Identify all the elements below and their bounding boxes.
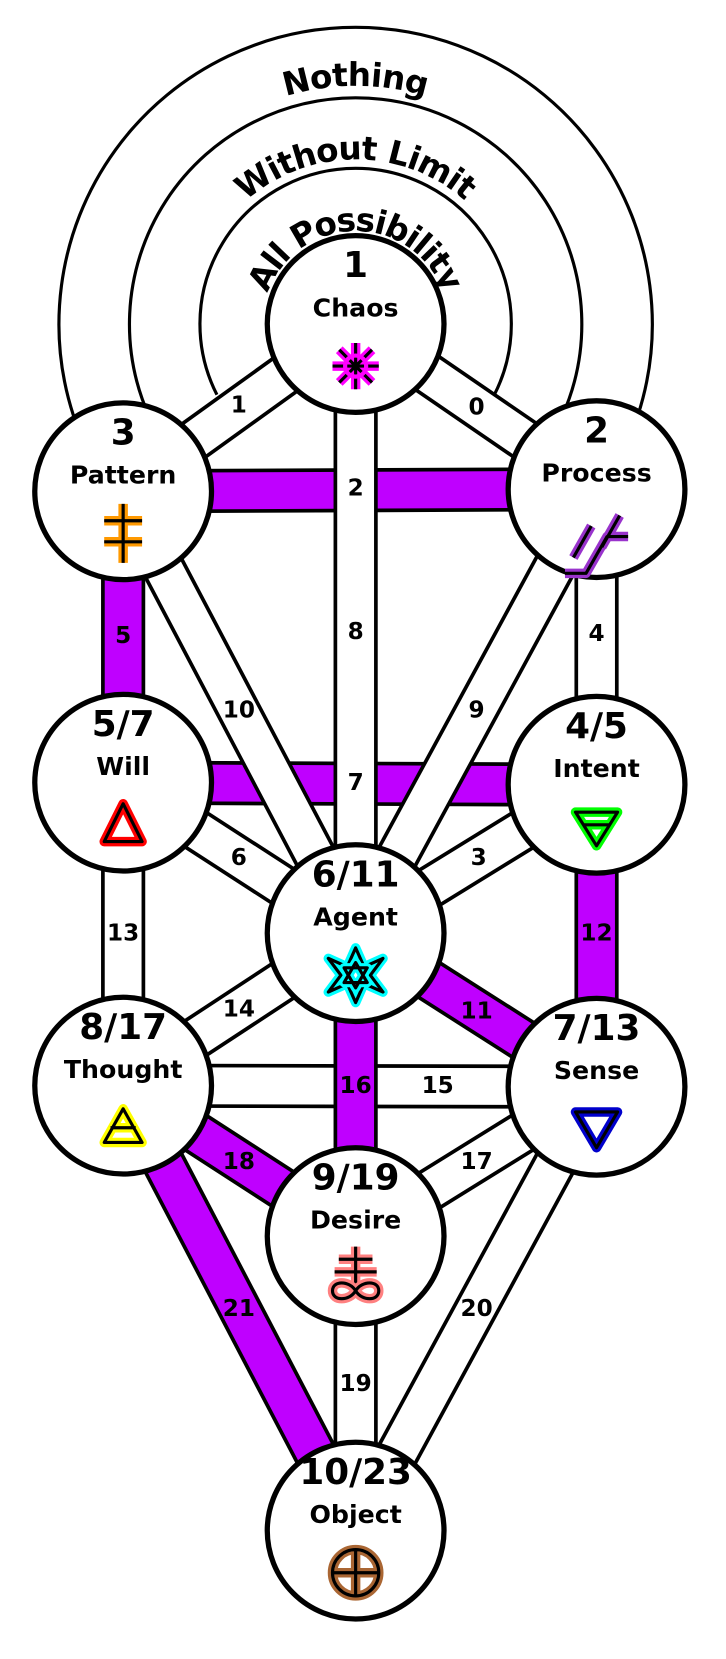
path-label: 18 (223, 1149, 255, 1175)
node-icon (570, 807, 623, 851)
path-label: 16 (340, 1073, 372, 1099)
node-number: 4/5 (565, 706, 628, 747)
path-label: 19 (340, 1371, 372, 1397)
path-label: 2 (348, 476, 364, 502)
icon-part (330, 1281, 381, 1301)
path-label: 15 (422, 1073, 454, 1099)
path-label: 3 (471, 845, 487, 871)
icon-part (342, 960, 369, 990)
icon-part (573, 810, 620, 848)
node-name: Pattern (70, 461, 177, 490)
node-circle (264, 842, 447, 1025)
node-number: 10/23 (299, 1452, 412, 1493)
node-icon (99, 1104, 147, 1148)
node-icon (327, 1246, 384, 1304)
node-name: Will (96, 752, 150, 781)
node: 3 Pattern (32, 400, 215, 583)
node: 6/11 Agent (264, 842, 447, 1025)
node-icon (332, 342, 379, 390)
node-number: 1 (343, 245, 368, 286)
path-label: 7 (348, 770, 364, 796)
node-icon (327, 1544, 384, 1601)
node-circle (32, 400, 215, 583)
node-icon (323, 943, 388, 1008)
node-name: Process (541, 458, 651, 487)
ring-arc (57, 25, 654, 417)
node-circle (264, 1439, 447, 1622)
node-circle (32, 691, 215, 874)
ring-arc (127, 96, 584, 417)
node-name: Thought (64, 1055, 183, 1084)
node-name: Intent (553, 754, 640, 783)
node-number: 9/19 (312, 1157, 400, 1198)
path-label: 5 (115, 623, 131, 649)
path-label: 14 (223, 996, 255, 1022)
icon-part (334, 1246, 377, 1284)
node-number: 2 (584, 410, 609, 451)
ring-arc (198, 166, 513, 396)
node-icon (99, 798, 147, 847)
node: 1 Chaos (264, 233, 447, 416)
path-label: 8 (348, 619, 364, 645)
node-circle (264, 1145, 447, 1328)
node-icon (104, 503, 143, 563)
icon-part (102, 1107, 144, 1145)
node: 2 Process (505, 398, 688, 581)
node-name: Agent (313, 902, 398, 931)
node: 8/17 Thought (32, 994, 215, 1177)
node-number: 5/7 (92, 704, 155, 745)
icon-part (332, 342, 379, 390)
node: 7/13 Sense (505, 995, 688, 1178)
node-circle (505, 995, 688, 1178)
nodes: 1 Chaos 2 Process 3 Pattern 5/7 Will 4/5 Intent 6/… (32, 233, 688, 1622)
node-icon (570, 1107, 623, 1153)
path-label: 21 (223, 1296, 255, 1322)
icon-part (564, 514, 629, 575)
node-icon (564, 513, 629, 579)
node-circle (32, 994, 215, 1177)
node-circle (505, 398, 688, 581)
icon-part (102, 802, 144, 844)
node-number: 7/13 (553, 1008, 641, 1049)
icon-part (104, 503, 143, 563)
icon-part (573, 1110, 620, 1150)
path-label: 10 (223, 698, 255, 724)
path-label: 20 (461, 1296, 493, 1322)
node-number: 8/17 (79, 1007, 167, 1048)
icon-part (330, 1548, 381, 1598)
node: 9/19 Desire (264, 1145, 447, 1328)
node: 10/23 Object (264, 1439, 447, 1622)
path-label: 4 (588, 621, 604, 647)
node: 5/7 Will (32, 691, 215, 874)
path-label: 0 (469, 395, 485, 421)
path-label: 1 (231, 393, 247, 419)
node-number: 6/11 (312, 854, 400, 895)
node: 4/5 Intent (505, 693, 688, 876)
path-label: 13 (107, 921, 139, 947)
node-number: 3 (111, 412, 136, 453)
path-label: 6 (231, 845, 247, 871)
icon-part (326, 946, 385, 1005)
path-label: 17 (461, 1149, 493, 1175)
node-circle (264, 233, 447, 416)
icon-part (343, 353, 369, 379)
node-name: Sense (554, 1056, 639, 1085)
node-name: Chaos (313, 293, 399, 322)
node-name: Object (309, 1500, 401, 1529)
path-label: 11 (461, 999, 493, 1025)
node-name: Desire (310, 1205, 401, 1234)
path-label: 12 (580, 921, 612, 947)
path-label: 9 (469, 698, 485, 724)
node-circle (505, 693, 688, 876)
